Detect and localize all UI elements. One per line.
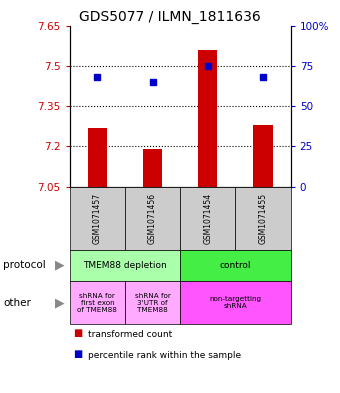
Text: GSM1071454: GSM1071454 [203, 193, 212, 244]
Text: ■: ■ [73, 328, 82, 338]
Bar [253, 125, 273, 187]
Bar [88, 128, 107, 187]
Text: GSM1071455: GSM1071455 [259, 193, 268, 244]
Text: other: other [3, 298, 31, 308]
Bar [198, 50, 218, 187]
Bar [143, 149, 162, 187]
Text: control: control [220, 261, 251, 270]
Text: ▶: ▶ [55, 296, 64, 309]
Text: shRNA for
3'UTR of
TMEM88: shRNA for 3'UTR of TMEM88 [135, 293, 171, 312]
Text: GSM1071457: GSM1071457 [93, 193, 102, 244]
Text: ▶: ▶ [55, 259, 64, 272]
Text: protocol: protocol [3, 260, 46, 270]
Text: TMEM88 depletion: TMEM88 depletion [83, 261, 167, 270]
Text: percentile rank within the sample: percentile rank within the sample [88, 351, 241, 360]
Text: ■: ■ [73, 349, 82, 358]
Text: GDS5077 / ILMN_1811636: GDS5077 / ILMN_1811636 [79, 10, 261, 24]
Text: GSM1071456: GSM1071456 [148, 193, 157, 244]
Text: non-targetting
shRNA: non-targetting shRNA [209, 296, 261, 309]
Text: shRNA for
first exon
of TMEM88: shRNA for first exon of TMEM88 [78, 293, 117, 312]
Text: transformed count: transformed count [88, 330, 173, 339]
